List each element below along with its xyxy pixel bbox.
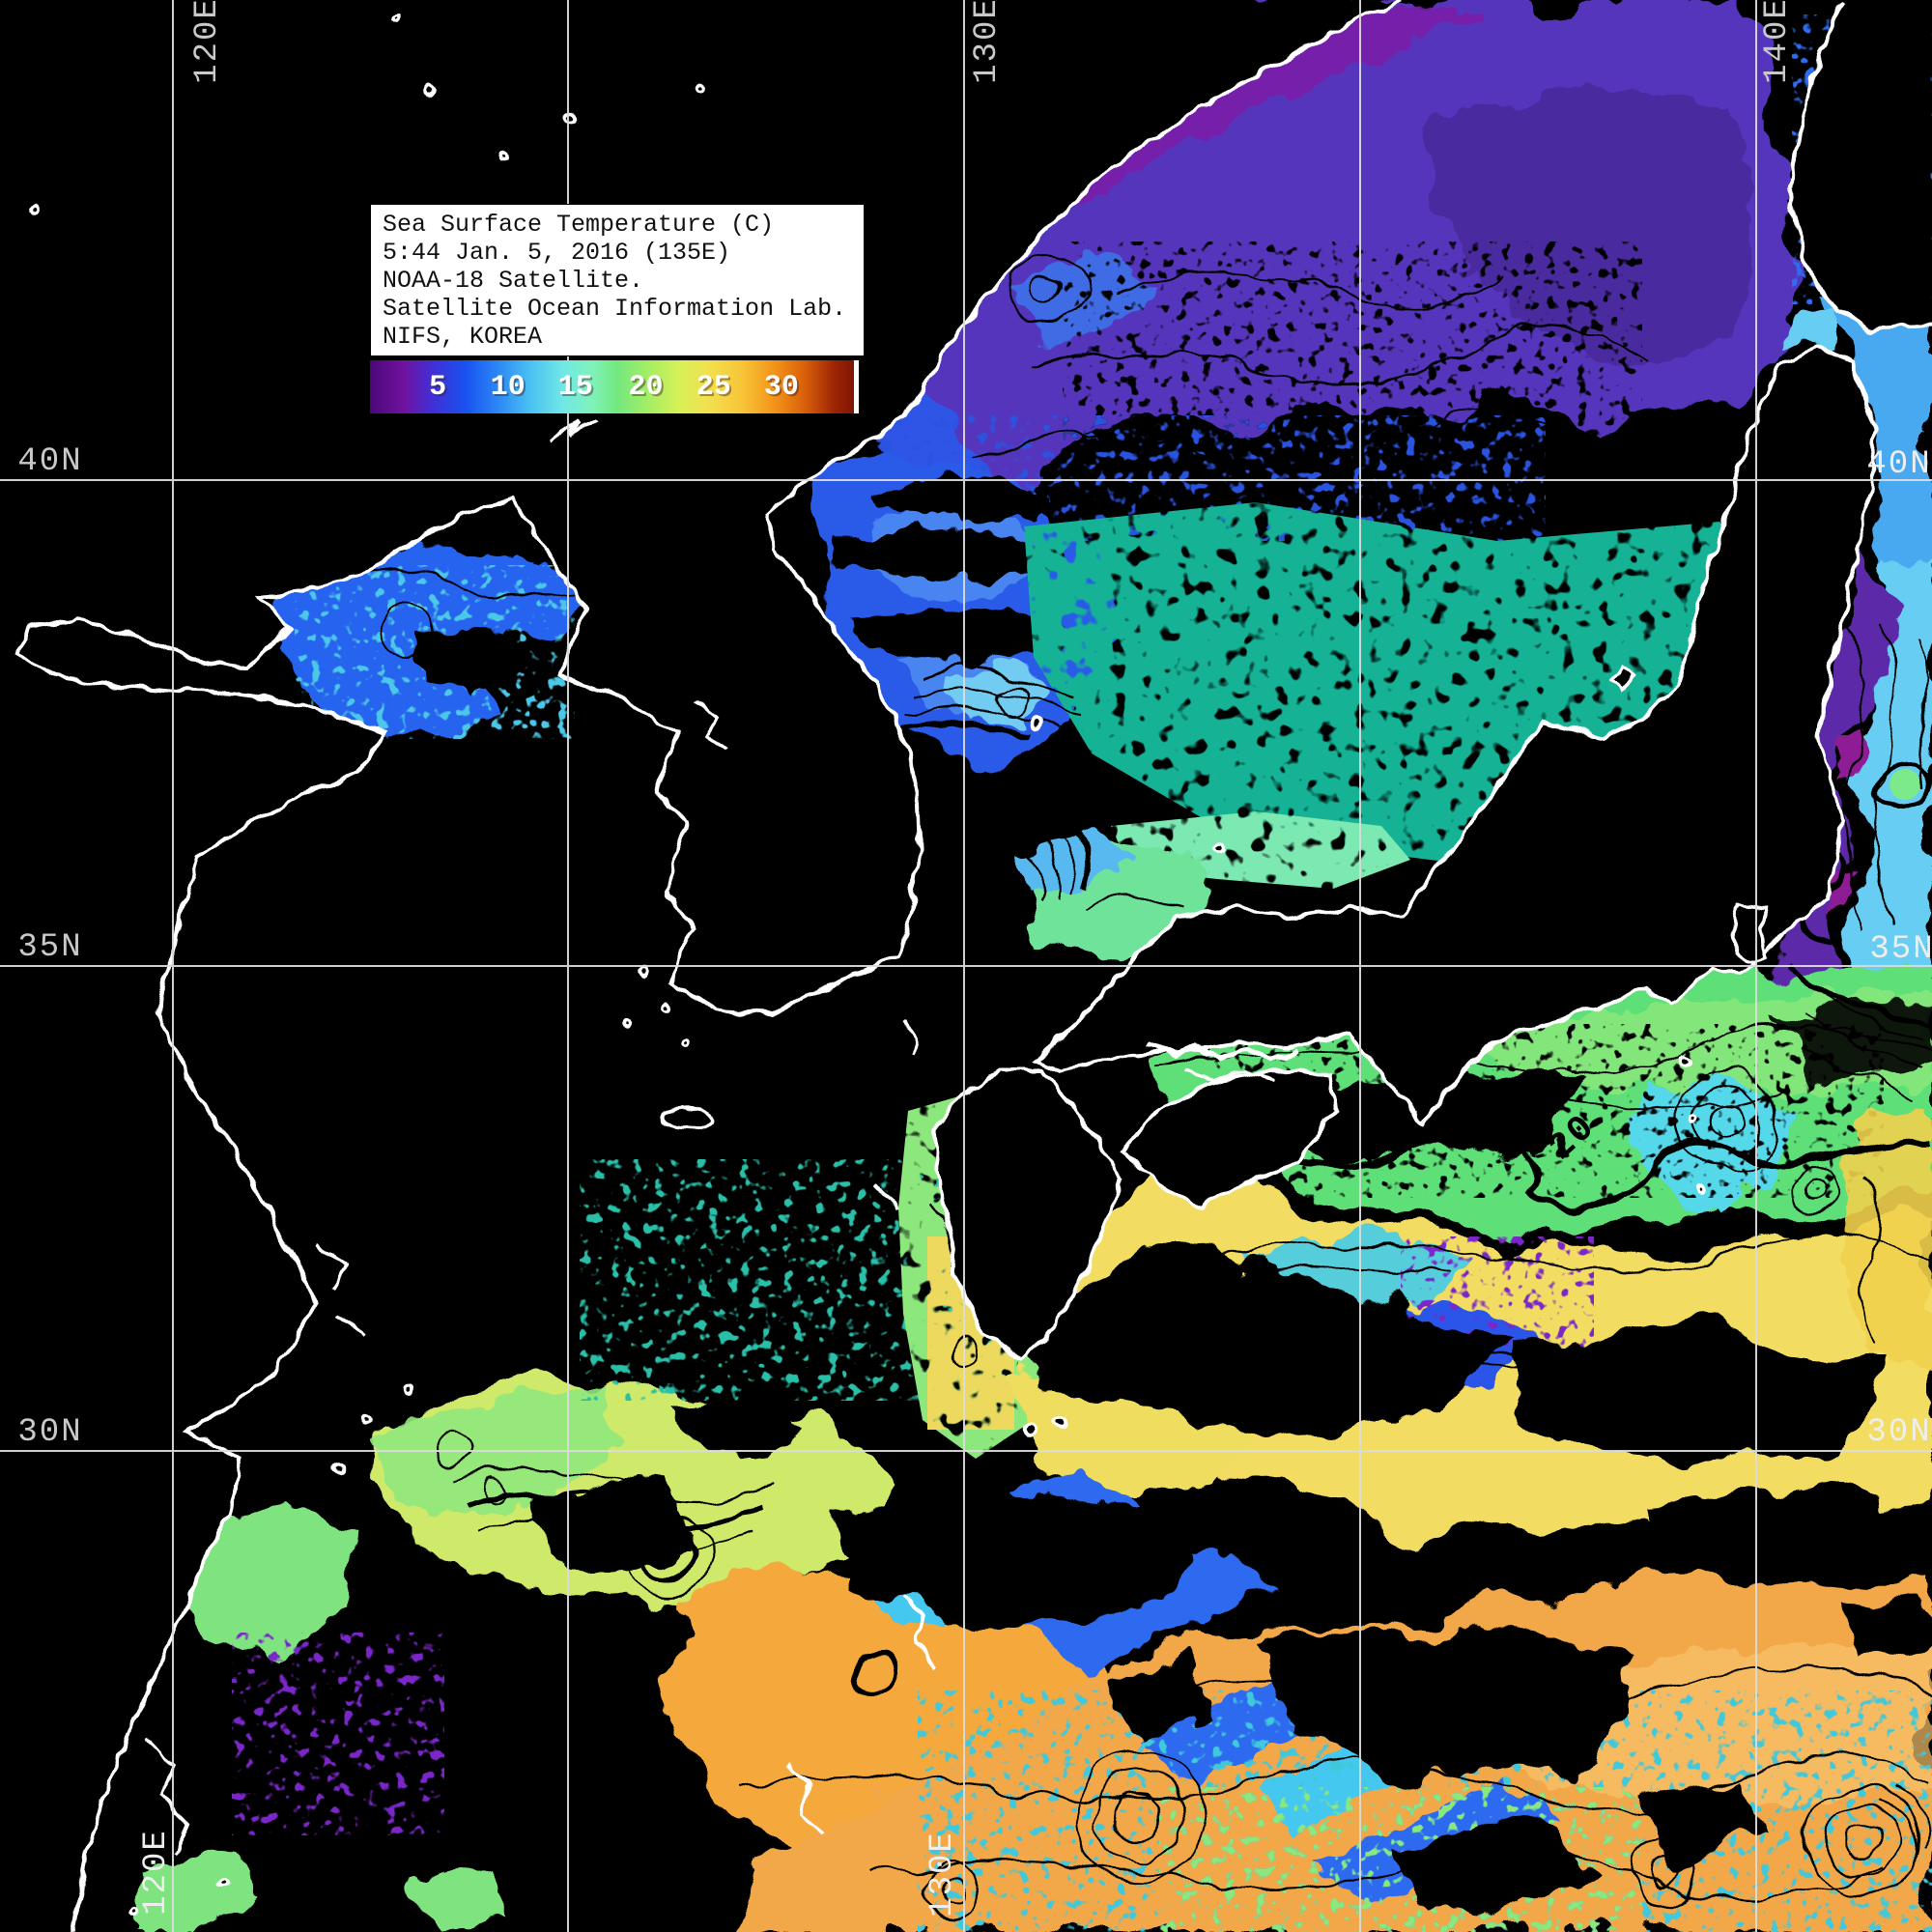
lat-label-left-35n: 35N — [17, 929, 83, 966]
lat-label-right-40n: 40N — [1866, 446, 1932, 483]
legend-datetime: 5:44 Jan. 5, 2016 (135E) — [383, 239, 731, 267]
legend-satellite: NOAA-18 Satellite. — [383, 267, 644, 295]
lon-label-top-130e: 130E — [969, 0, 1006, 84]
colorbar-tick-25: 25 — [696, 370, 731, 404]
temperature-colorbar: 5 10 15 20 25 30 — [370, 360, 859, 413]
legend-lab: Satellite Ocean Information Lab. — [383, 295, 847, 323]
colorbar-tick-20: 20 — [628, 370, 664, 404]
lat-label-right-30n: 30N — [1866, 1414, 1932, 1451]
colorbar-tick-15: 15 — [557, 370, 593, 404]
legend-box: Sea Surface Temperature (C) 5:44 Jan. 5,… — [370, 204, 865, 356]
lon-label-top-120e: 120E — [189, 0, 226, 84]
lat-label-left-40n: 40N — [17, 443, 83, 480]
lon-label-bottom-130e: 130E — [924, 1831, 961, 1918]
colorbar-tick-5: 5 — [429, 370, 447, 404]
colorbar-tick-30: 30 — [763, 370, 799, 404]
legend-title: Sea Surface Temperature (C) — [383, 211, 775, 239]
lat-label-left-30n: 30N — [17, 1414, 83, 1451]
legend-organization: NIFS, KOREA — [383, 323, 543, 351]
colorbar-tick-10: 10 — [490, 370, 526, 404]
lat-label-right-35n: 35N — [1869, 931, 1932, 968]
lon-label-bottom-120e: 120E — [138, 1829, 175, 1916]
lon-label-top-140e: 140E — [1759, 0, 1796, 84]
